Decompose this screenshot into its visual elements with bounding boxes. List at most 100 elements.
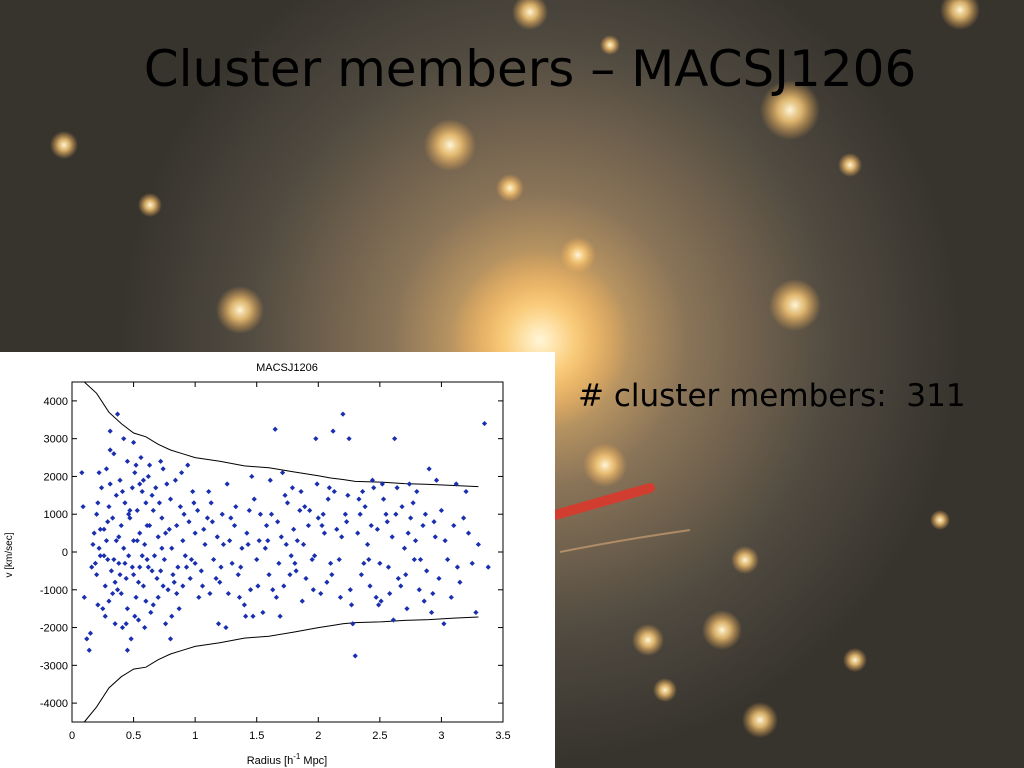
data-point [364, 541, 371, 548]
data-point [277, 613, 283, 619]
data-point [142, 624, 148, 631]
data-point [227, 538, 233, 544]
data-point [158, 568, 164, 574]
data-point [159, 545, 165, 551]
data-point [238, 564, 244, 570]
data-point [404, 606, 410, 612]
data-point [145, 564, 151, 570]
data-point [475, 541, 481, 548]
data-point [199, 583, 206, 589]
data-point [149, 492, 155, 498]
data-point [215, 621, 222, 627]
data-point [87, 630, 94, 636]
data-point [151, 553, 158, 559]
data-point [265, 538, 271, 544]
data-point [81, 594, 87, 600]
data-point [97, 553, 103, 559]
data-point [160, 583, 166, 589]
data-point [146, 462, 153, 468]
data-point [90, 541, 96, 548]
data-point [389, 534, 395, 540]
data-point [181, 511, 187, 517]
data-point [133, 462, 139, 468]
data-point [463, 488, 469, 495]
data-point [137, 481, 143, 487]
data-point [106, 598, 112, 604]
data-point [405, 530, 411, 536]
data-point [282, 492, 288, 498]
data-point [223, 624, 229, 631]
data-point [294, 538, 300, 544]
data-point [299, 598, 305, 604]
data-point [94, 572, 100, 578]
data-point [313, 436, 319, 442]
y-tick-label: -2000 [40, 623, 68, 635]
data-point [79, 470, 85, 476]
data-point [119, 624, 126, 631]
data-point [102, 613, 108, 619]
data-point [225, 590, 231, 597]
data-point [116, 560, 122, 566]
data-point [150, 602, 156, 608]
data-point [331, 488, 337, 495]
data-point [457, 579, 463, 585]
data-point [211, 556, 217, 563]
data-point [369, 477, 376, 483]
data-point [319, 522, 325, 529]
data-point [112, 621, 118, 627]
data-point [326, 485, 332, 491]
data-point [191, 500, 197, 506]
data-point [347, 587, 353, 593]
x-axis-label: Radius [h-1 Mpc] [247, 752, 328, 767]
data-point [161, 556, 167, 563]
data-point [129, 485, 135, 491]
data-point [378, 598, 384, 604]
data-point [213, 575, 219, 582]
chart-title: MACSJ1206 [256, 362, 318, 374]
data-point [303, 575, 309, 582]
data-point [98, 485, 105, 491]
data-point [422, 511, 429, 517]
data-point [139, 553, 145, 559]
data-point [383, 511, 389, 517]
data-point [420, 522, 426, 529]
data-point [441, 621, 447, 627]
data-point [395, 575, 401, 582]
data-point [448, 594, 454, 600]
data-point [454, 564, 461, 570]
caustic-lower-line [83, 616, 479, 723]
x-tick-label: 2.5 [372, 730, 387, 742]
data-point [196, 594, 202, 600]
data-point [433, 477, 440, 483]
data-point [96, 470, 102, 476]
data-point [155, 594, 161, 600]
data-point [432, 534, 438, 540]
x-tick-label: 1.5 [249, 730, 264, 742]
data-point [209, 519, 215, 525]
data-point [201, 526, 207, 532]
data-point [340, 411, 346, 417]
data-point [231, 522, 238, 529]
data-point [105, 556, 111, 563]
data-point [135, 579, 142, 585]
data-point [356, 496, 362, 502]
data-point [130, 439, 137, 446]
data-point [137, 564, 143, 570]
data-point [380, 496, 387, 502]
data-point [154, 575, 160, 582]
data-point [119, 488, 126, 495]
data-point [426, 466, 432, 472]
y-tick-label: 1000 [44, 509, 68, 521]
data-point [204, 515, 211, 521]
data-point [469, 560, 475, 566]
data-point [436, 575, 442, 582]
data-point [348, 602, 355, 608]
data-point [166, 526, 172, 532]
data-point [165, 587, 171, 593]
data-point [217, 579, 223, 585]
data-point [275, 519, 281, 525]
data-point [118, 522, 124, 529]
data-point [178, 470, 185, 476]
data-point [406, 481, 413, 487]
data-point [268, 511, 275, 517]
